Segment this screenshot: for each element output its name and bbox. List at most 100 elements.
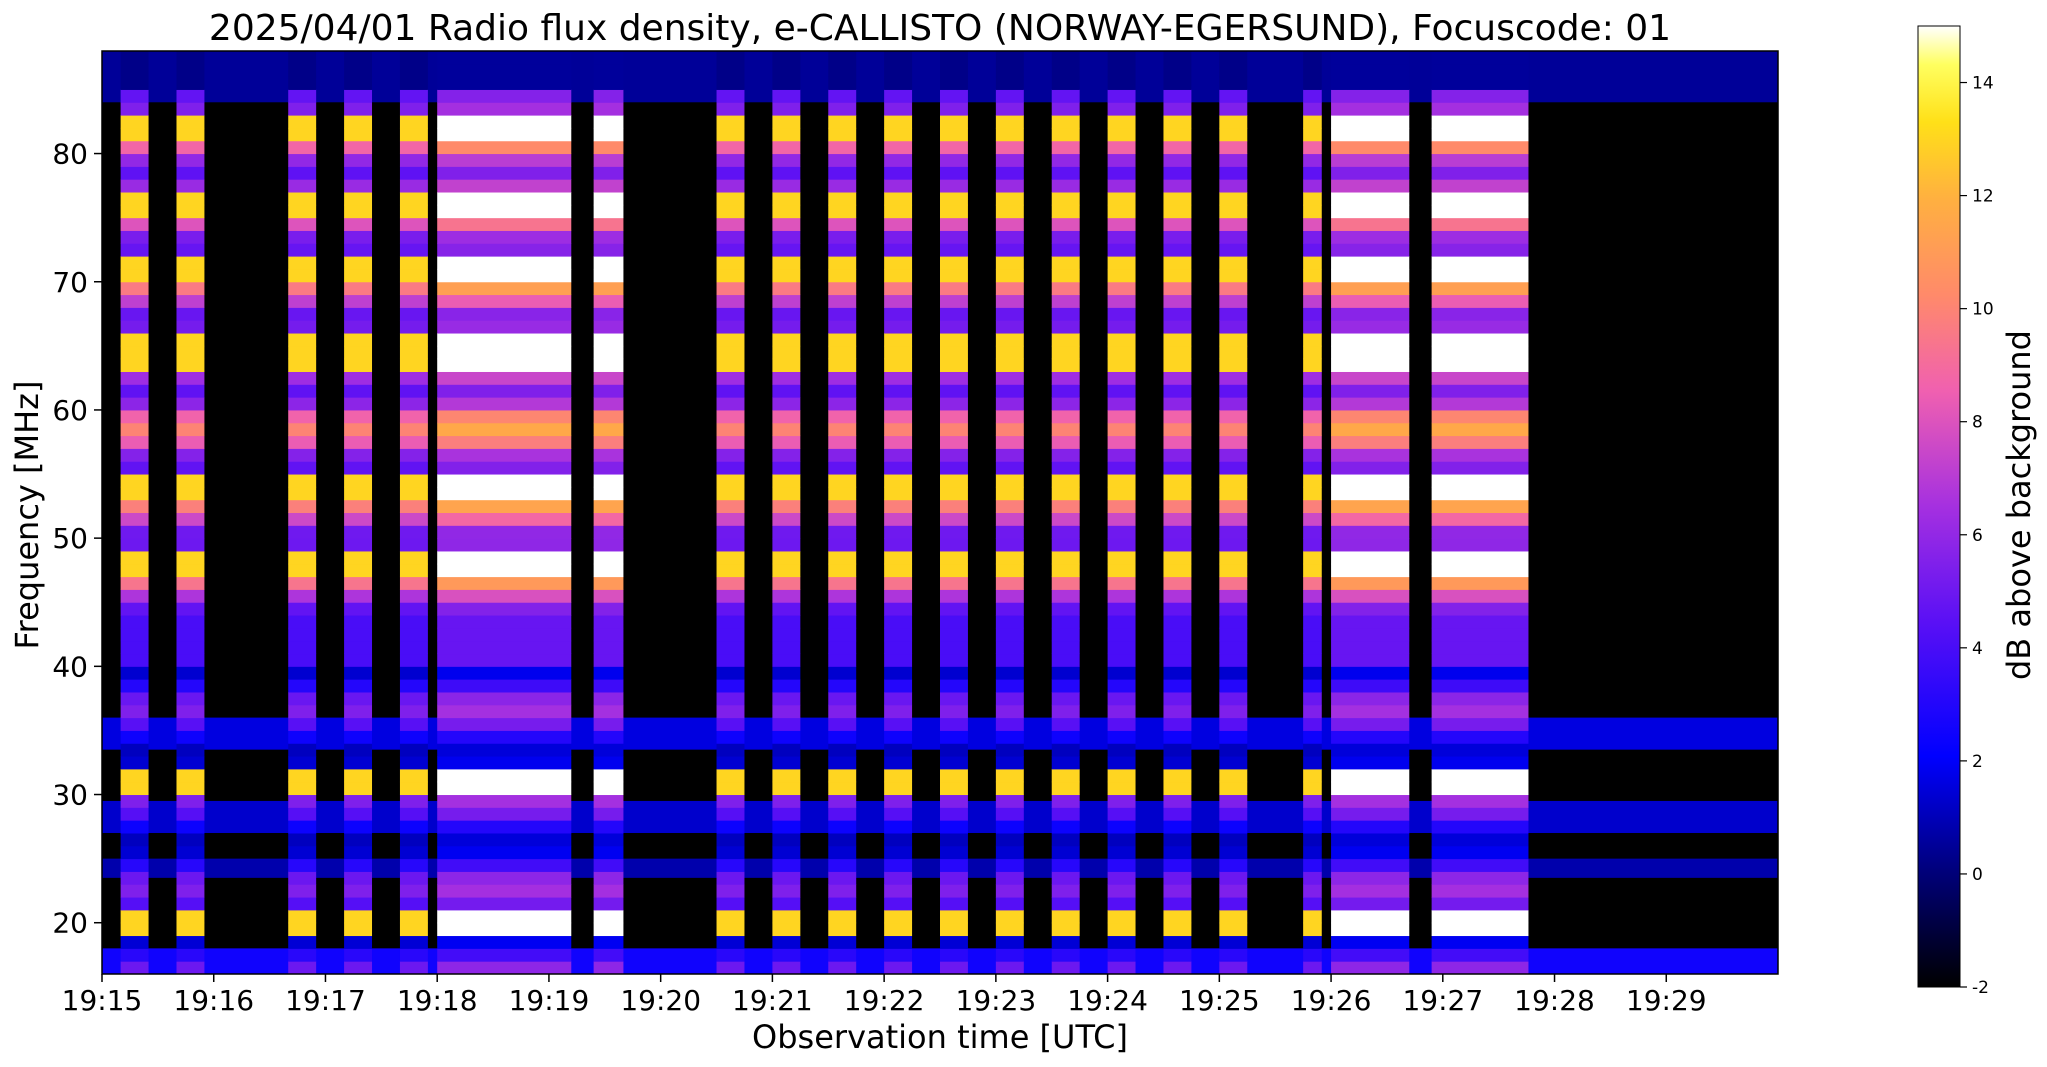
x-tick-label: 19:26 xyxy=(1291,984,1372,1017)
burst-cell xyxy=(1431,217,1529,231)
burst-cell xyxy=(1107,615,1136,629)
burst-cell xyxy=(940,871,968,885)
burst-cell xyxy=(828,768,857,783)
burst-cell xyxy=(399,756,428,770)
burst-cell xyxy=(437,845,572,860)
burst-cell xyxy=(940,320,968,334)
burst-cell xyxy=(288,858,317,872)
burst-cell xyxy=(288,961,317,974)
burst-cell xyxy=(1163,397,1192,411)
burst-cell xyxy=(716,538,745,552)
burst-cell xyxy=(1431,807,1529,821)
burst-cell xyxy=(995,320,1024,334)
burst-cell xyxy=(1331,897,1410,911)
burst-cell xyxy=(1331,89,1410,103)
burst-cell xyxy=(828,794,857,808)
burst-cell xyxy=(399,294,428,308)
burst-cell xyxy=(884,63,913,78)
burst-cell xyxy=(772,627,801,642)
burst-cell xyxy=(716,474,745,488)
burst-cell xyxy=(828,948,857,962)
burst-cell xyxy=(344,474,373,488)
burst-cell xyxy=(716,768,745,783)
burst-cell xyxy=(399,63,428,78)
burst-cell xyxy=(593,550,624,565)
burst-cell xyxy=(593,435,624,449)
burst-cell xyxy=(1219,256,1248,270)
burst-cell xyxy=(995,589,1024,603)
burst-cell xyxy=(1051,63,1080,78)
burst-cell xyxy=(1163,422,1192,437)
burst-cell xyxy=(1163,51,1192,65)
burst-cell xyxy=(940,384,968,398)
burst-cell xyxy=(120,307,149,321)
burst-cell xyxy=(1331,948,1410,962)
burst-cell xyxy=(772,832,801,847)
burst-cell xyxy=(940,807,968,821)
burst-cell xyxy=(1431,691,1529,706)
colorbar-tick-label: 12 xyxy=(1972,187,1994,207)
burst-cell xyxy=(772,115,801,129)
burst-cell xyxy=(1219,358,1248,372)
burst-cell xyxy=(995,820,1024,834)
burst-cell xyxy=(1051,550,1080,565)
burst-cell xyxy=(995,307,1024,321)
burst-cell xyxy=(593,691,624,706)
burst-cell xyxy=(593,384,624,398)
burst-cell xyxy=(828,256,857,270)
burst-cell xyxy=(1163,243,1192,257)
burst-cell xyxy=(1051,961,1080,974)
burst-cell xyxy=(1219,576,1248,590)
burst-cell xyxy=(716,268,745,283)
burst-cell xyxy=(344,666,373,680)
burst-cell xyxy=(344,845,373,860)
burst-cell xyxy=(940,51,968,65)
burst-cell xyxy=(1051,127,1080,142)
burst-cell xyxy=(288,192,317,206)
burst-cell xyxy=(716,961,745,974)
burst-cell xyxy=(399,204,428,219)
burst-cell xyxy=(593,807,624,821)
burst-cell xyxy=(399,51,428,65)
burst-cell xyxy=(1431,192,1529,206)
burst-cell xyxy=(884,768,913,783)
burst-cell xyxy=(884,448,913,462)
burst-cell xyxy=(1331,333,1410,347)
burst-cell xyxy=(1331,858,1410,872)
burst-cell xyxy=(884,422,913,437)
burst-cell xyxy=(288,435,317,449)
burst-cell xyxy=(1163,653,1192,667)
burst-cell xyxy=(1107,640,1136,655)
burst-cell xyxy=(437,192,572,206)
burst-column xyxy=(593,51,624,974)
burst-cell xyxy=(593,51,624,65)
burst-cell xyxy=(772,820,801,834)
burst-cell xyxy=(1107,756,1136,770)
burst-cell xyxy=(1431,666,1529,680)
burst-cell xyxy=(1303,909,1322,924)
burst-cell xyxy=(1107,666,1136,680)
burst-cell xyxy=(1163,448,1192,462)
burst-cell xyxy=(120,127,149,142)
burst-cell xyxy=(399,525,428,539)
burst-cell xyxy=(593,897,624,911)
burst-cell xyxy=(399,474,428,488)
burst-cell xyxy=(1303,127,1322,142)
burst-cell xyxy=(1107,127,1136,142)
burst-cell xyxy=(884,217,913,231)
burst-cell xyxy=(828,884,857,898)
burst-cell xyxy=(1431,653,1529,667)
burst-cell xyxy=(437,820,572,834)
burst-cell xyxy=(772,474,801,488)
burst-cell xyxy=(1219,140,1248,155)
burst-cell xyxy=(288,320,317,334)
burst-cell xyxy=(437,435,572,449)
burst-cell xyxy=(716,281,745,296)
burst-cell xyxy=(828,550,857,565)
burst-cell xyxy=(1107,89,1136,103)
burst-cell xyxy=(1219,717,1248,731)
burst-cell xyxy=(1163,345,1192,360)
burst-cell xyxy=(344,704,373,719)
burst-cell xyxy=(1219,192,1248,206)
burst-cell xyxy=(1107,717,1136,731)
